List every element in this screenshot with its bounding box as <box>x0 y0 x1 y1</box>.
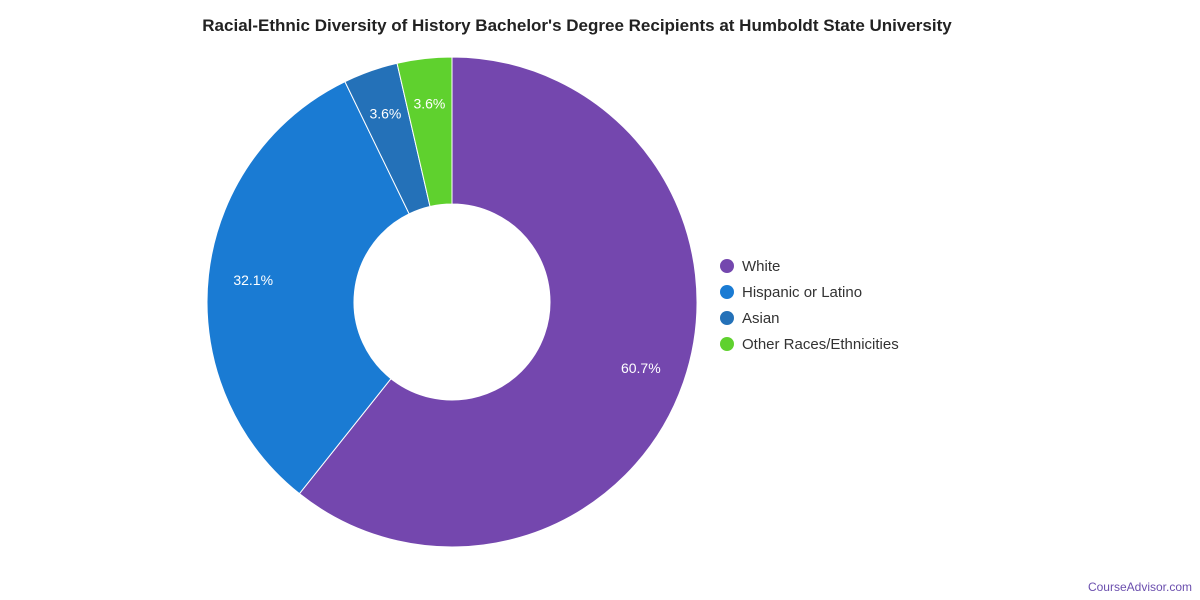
legend-label: White <box>742 257 781 275</box>
legend-swatch <box>720 259 734 273</box>
donut-slices <box>206 56 698 548</box>
slice-labels: 60.7% 32.1% 3.6% 3.6% <box>233 95 660 376</box>
slice-label: 3.6% <box>413 95 445 111</box>
donut-slice-other-races-ethnicities[interactable] <box>396 56 453 208</box>
legend-label: Asian <box>742 309 780 327</box>
donut-slice-white[interactable] <box>298 56 698 548</box>
slice-label: 60.7% <box>621 360 661 376</box>
legend-swatch <box>720 311 734 325</box>
legend-item[interactable]: White <box>720 253 899 279</box>
chart-title: Racial-Ethnic Diversity of History Bache… <box>202 16 952 35</box>
slice-label: 32.1% <box>233 272 273 288</box>
chart-legend: White Hispanic or Latino Asian Other Races/… <box>720 253 899 357</box>
legend-item[interactable]: Hispanic or Latino <box>720 279 899 305</box>
donut-slice-hispanic-or-latino[interactable] <box>206 80 410 495</box>
legend-label: Other Races/Ethnicities <box>742 335 899 353</box>
legend-item[interactable]: Other Races/Ethnicities <box>720 331 899 357</box>
legend-swatch <box>720 337 734 351</box>
source-credit[interactable]: CourseAdvisor.com <box>1087 580 1192 594</box>
legend-item[interactable]: Asian <box>720 305 899 331</box>
legend-label: Hispanic or Latino <box>742 283 863 301</box>
legend-swatch <box>720 285 734 299</box>
slice-label: 3.6% <box>369 105 401 121</box>
